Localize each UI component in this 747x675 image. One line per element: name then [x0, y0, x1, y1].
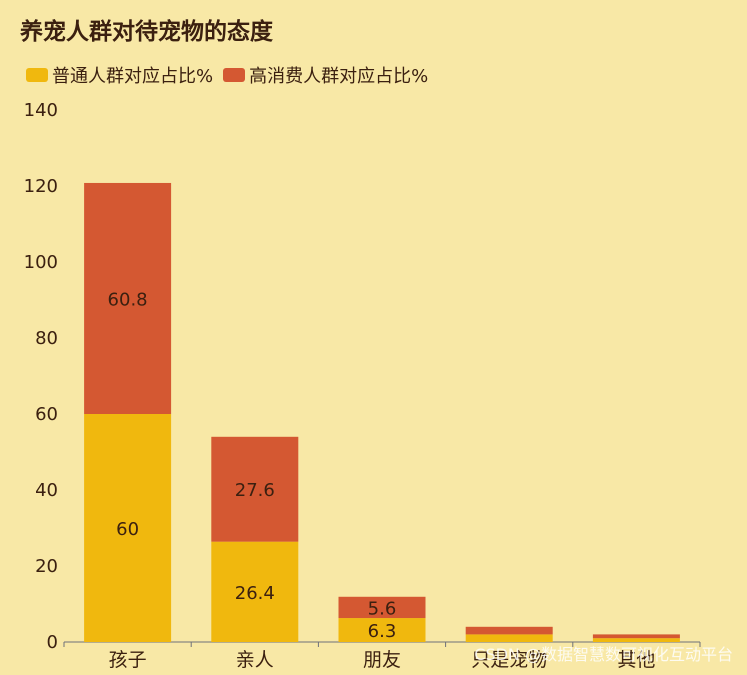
- bar-segment: [211, 436, 299, 542]
- legend-label-high: 高消费人群对应占比%: [249, 66, 429, 87]
- bar-segment: [338, 618, 426, 642]
- bar-segment: [211, 541, 299, 642]
- bar-segment: [465, 634, 553, 642]
- y-tick-label: 0: [47, 632, 58, 653]
- y-tick-label: 120: [24, 176, 58, 197]
- legend-item-high[interactable]: 高消费人群对应占比%: [223, 62, 428, 88]
- chart-legend: 普通人群对应占比% 高消费人群对应占比%: [26, 62, 428, 88]
- y-tick-label: 140: [24, 100, 58, 121]
- x-tick-label: 只是宠物: [471, 649, 547, 671]
- bar-segment: [592, 638, 680, 642]
- x-tick-label: 朋友: [363, 649, 401, 671]
- x-tick-label: 孩子: [109, 649, 147, 671]
- legend-swatch-high: [223, 68, 246, 82]
- x-tick-label: 其他: [617, 649, 655, 671]
- data-label: 60: [116, 519, 139, 540]
- bar-segment: [465, 626, 553, 635]
- bar-segment: [338, 596, 426, 619]
- legend-label-normal: 普通人群对应占比%: [52, 66, 214, 87]
- x-tick-label: 亲人: [236, 649, 274, 671]
- legend-item-normal[interactable]: 普通人群对应占比%: [26, 62, 213, 88]
- y-tick-label: 60: [35, 404, 58, 425]
- bar-segment: [84, 414, 172, 642]
- data-label: 5.6: [368, 598, 397, 619]
- data-label: 6.3: [368, 621, 397, 642]
- y-tick-label: 40: [35, 480, 58, 501]
- data-label: 27.6: [235, 480, 275, 501]
- bar-segment: [84, 182, 172, 414]
- y-tick-label: 80: [35, 328, 58, 349]
- chart-title: 养宠人群对待宠物的态度: [20, 19, 273, 45]
- y-tick-label: 20: [35, 556, 58, 577]
- watermark: CSDN @数据智慧数可视化互动平台: [474, 645, 733, 664]
- bar-segment: [592, 634, 680, 639]
- legend-swatch-normal: [26, 68, 48, 82]
- data-label: 26.4: [235, 583, 275, 604]
- data-label: 60.8: [108, 289, 148, 310]
- y-tick-label: 100: [24, 252, 58, 273]
